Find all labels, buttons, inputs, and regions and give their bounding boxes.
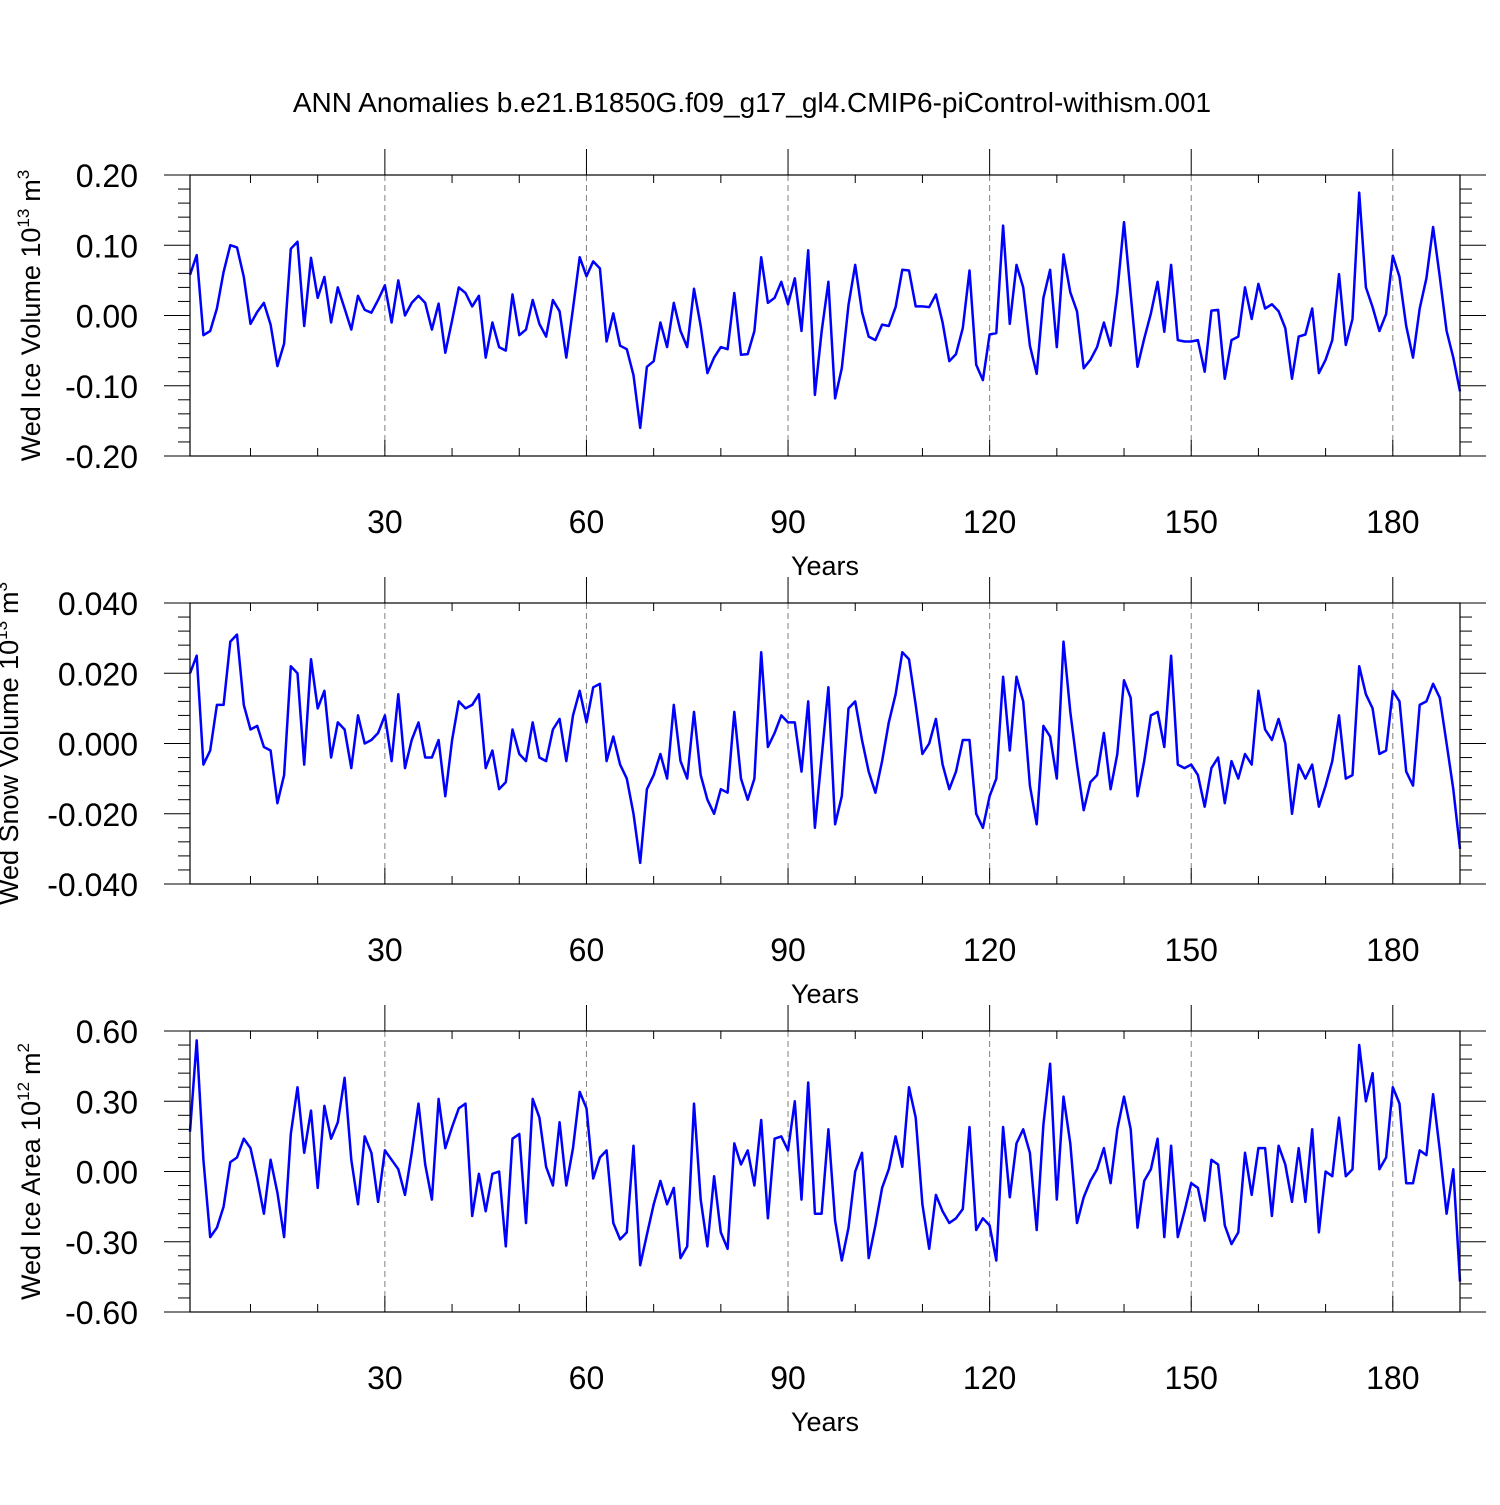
panel-3: 30 60 90 120 150 180 -0.60 -0.30 0.00 0.30 0.60 Yea…	[14, 1005, 1486, 1437]
y-axis-label-exponent: 13	[14, 209, 33, 228]
x-tick-label: 30	[367, 932, 403, 968]
y-axis-label: Wed Ice Volume 1013 m3	[14, 170, 46, 462]
x-axis-label: Years	[791, 979, 859, 1009]
x-tick-label: 60	[569, 932, 605, 968]
y-tick-label: 0.00	[76, 299, 138, 335]
y-tick-label: 0.040	[58, 586, 138, 622]
x-tick-label: 120	[963, 1360, 1016, 1396]
y-axis-label-unit-exponent: 2	[14, 1043, 33, 1052]
y-axis-label: Wed Snow Volume 1013 m3	[0, 582, 24, 905]
x-tick-label: 30	[367, 1360, 403, 1396]
x-tick-label: 150	[1165, 932, 1218, 968]
x-tick-label: 120	[963, 504, 1016, 540]
x-tick-label: 180	[1366, 932, 1419, 968]
x-tick-label: 150	[1165, 1360, 1218, 1396]
y-tick-label: -0.20	[65, 439, 138, 475]
x-tick-label: 180	[1366, 504, 1419, 540]
y-axis-label-exponent: 13	[0, 621, 11, 640]
y-tick-label: 0.60	[76, 1014, 138, 1050]
x-axis-label: Years	[791, 551, 859, 581]
x-tick-label: 90	[770, 932, 806, 968]
series-line	[188, 191, 1462, 430]
y-tick-label: -0.020	[47, 797, 138, 833]
x-tick-label: 180	[1366, 1360, 1419, 1396]
y-tick-label: 0.30	[76, 1084, 138, 1120]
y-axis-label-unit: m	[0, 591, 24, 614]
y-axis-label-text: Wed Ice Area 10	[16, 1101, 46, 1300]
y-tick-label: 0.00	[76, 1155, 138, 1191]
panel-2: 30 60 90 120 150 180 -0.040 -0.020 0.000 0.020 0.0…	[0, 577, 1486, 1009]
x-tick-label: 60	[569, 1360, 605, 1396]
x-tick-label: 30	[367, 504, 403, 540]
y-tick-label: 0.020	[58, 656, 138, 692]
figure-title: ANN Anomalies b.e21.B1850G.f09_g17_gl4.C…	[293, 87, 1211, 118]
y-axis-label-text: Wed Snow Volume 10	[0, 640, 24, 905]
y-axis-label-unit-exponent: 3	[14, 170, 33, 179]
x-tick-label: 60	[569, 504, 605, 540]
y-axis-label-exponent: 12	[14, 1082, 33, 1101]
y-tick-label: -0.040	[47, 867, 138, 903]
plot-frame	[189, 174, 1461, 457]
y-axis-label-unit: m	[16, 1052, 46, 1075]
y-axis-label-unit-exponent: 3	[0, 582, 11, 591]
y-tick-label: 0.20	[76, 158, 138, 194]
plot-frame	[189, 602, 1461, 885]
x-tick-label: 120	[963, 932, 1016, 968]
panel-1: 30 60 90 120 150 180 -0.20 -0.10 0.00 0.10 0.20 Yea…	[14, 149, 1486, 581]
y-tick-label: -0.30	[65, 1225, 138, 1261]
plot-frame	[189, 1030, 1461, 1313]
y-tick-label: -0.10	[65, 369, 138, 405]
series-line	[188, 1039, 1462, 1282]
x-tick-label: 90	[770, 504, 806, 540]
series-line	[188, 633, 1462, 865]
y-tick-label: -0.60	[65, 1295, 138, 1331]
x-tick-label: 150	[1165, 504, 1218, 540]
y-axis-label-unit: m	[16, 179, 46, 202]
y-axis-label: Wed Ice Area 1012 m2	[14, 1043, 46, 1300]
y-tick-label: 0.000	[58, 727, 138, 763]
y-axis-label-text: Wed Ice Volume 10	[16, 228, 46, 462]
y-tick-label: 0.10	[76, 228, 138, 264]
x-tick-label: 90	[770, 1360, 806, 1396]
x-axis-label: Years	[791, 1407, 859, 1437]
